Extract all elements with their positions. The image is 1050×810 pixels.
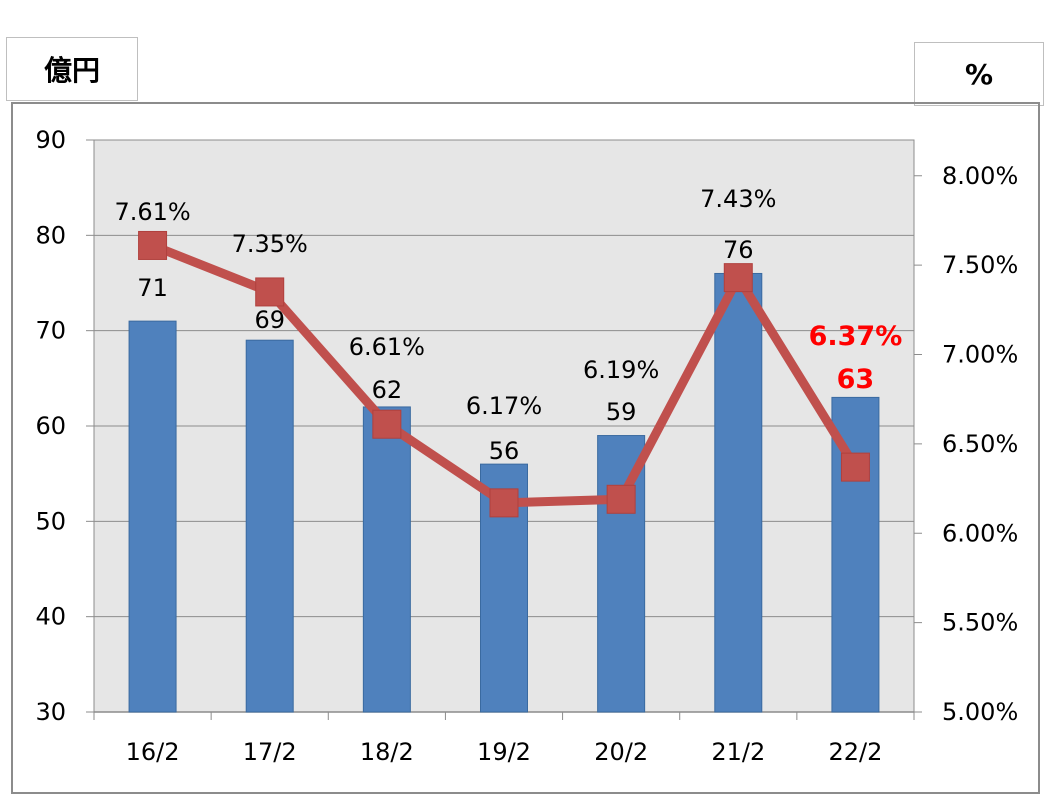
line-marker — [372, 409, 402, 439]
bar-value-label: 56 — [489, 437, 520, 465]
right-axis-tick-label: 5.50% — [942, 609, 1018, 637]
line-value-label: 6.61% — [349, 333, 425, 361]
x-axis-tick-label: 22/2 — [828, 738, 882, 766]
line-marker — [723, 263, 753, 293]
right-axis-tick-label: 8.00% — [942, 162, 1018, 190]
chart-frame — [11, 102, 1040, 794]
x-axis-tick-label: 19/2 — [477, 738, 531, 766]
line-marker — [606, 484, 636, 514]
left-axis-tick-label: 70 — [35, 317, 66, 345]
right-axis-tick-label: 7.50% — [942, 251, 1018, 279]
left-axis-tick-label: 60 — [35, 412, 66, 440]
x-axis-tick-label: 17/2 — [243, 738, 297, 766]
left-axis-unit: 億円 — [6, 37, 138, 101]
line-value-label: 7.61% — [114, 198, 190, 226]
bar-value-label: 69 — [254, 306, 285, 334]
line-marker — [489, 488, 519, 518]
right-axis-tick-label: 5.00% — [942, 698, 1018, 726]
x-axis-tick-label: 20/2 — [594, 738, 648, 766]
left-axis-tick-label: 80 — [35, 221, 66, 249]
left-axis-tick-label: 90 — [35, 126, 66, 154]
line-marker — [840, 452, 870, 482]
bar — [245, 339, 294, 713]
right-axis-tick-label: 7.00% — [942, 341, 1018, 369]
bar — [362, 406, 411, 713]
line-marker — [255, 277, 285, 307]
bar-value-label: 62 — [372, 376, 403, 404]
line-marker — [138, 230, 168, 260]
x-axis-tick-label: 18/2 — [360, 738, 414, 766]
line-value-label: 6.37% — [809, 321, 903, 352]
bar-value-label: 76 — [723, 236, 754, 264]
bar — [597, 435, 646, 713]
bar-value-label: 71 — [137, 274, 168, 302]
line-value-label: 6.17% — [466, 392, 542, 420]
left-axis-tick-label: 40 — [35, 603, 66, 631]
right-axis-tick-label: 6.00% — [942, 519, 1018, 547]
right-axis-unit: % — [914, 42, 1044, 106]
x-axis-tick-label: 21/2 — [711, 738, 765, 766]
right-axis-tick-label: 6.50% — [942, 430, 1018, 458]
bar — [128, 320, 177, 713]
left-axis-tick-label: 30 — [35, 698, 66, 726]
line-value-label: 7.43% — [700, 185, 776, 213]
bar-value-label: 59 — [606, 398, 637, 426]
bar — [714, 272, 763, 713]
bar-value-label: 63 — [837, 364, 875, 395]
left-axis-tick-label: 50 — [35, 507, 66, 535]
line-value-label: 6.19% — [583, 356, 659, 384]
line-value-label: 7.35% — [232, 230, 308, 258]
x-axis-tick-label: 16/2 — [126, 738, 180, 766]
